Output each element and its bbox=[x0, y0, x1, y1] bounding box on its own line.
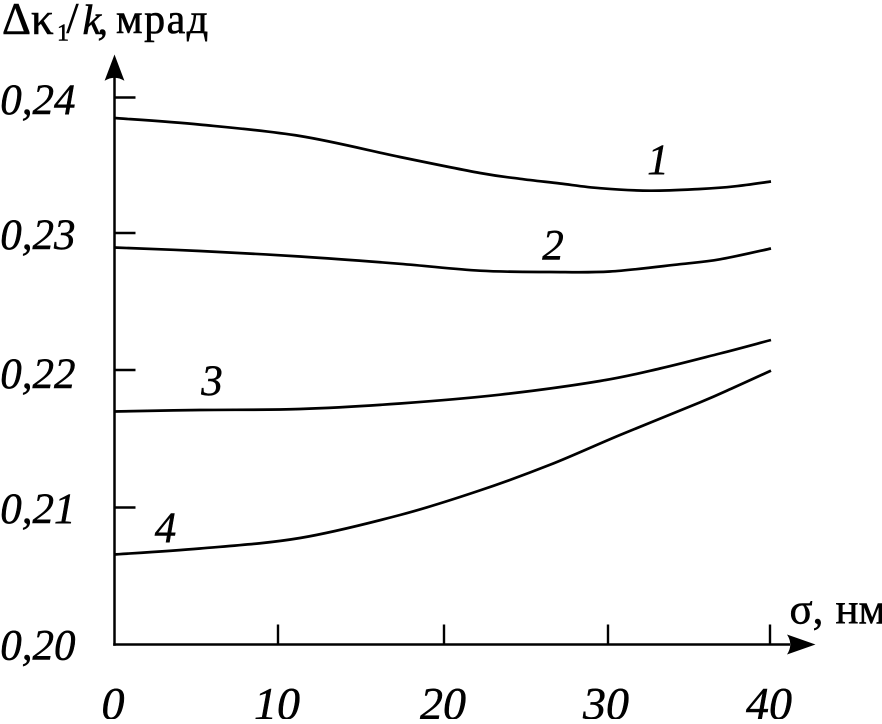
svg-text:0,20: 0,20 bbox=[0, 622, 75, 669]
svg-text:30: 30 bbox=[582, 678, 629, 719]
svg-text:2: 2 bbox=[542, 223, 564, 270]
svg-text:4: 4 bbox=[155, 505, 177, 552]
svg-text:0,24: 0,24 bbox=[0, 77, 75, 124]
svg-text:0,21: 0,21 bbox=[0, 486, 75, 533]
svg-text:3: 3 bbox=[200, 358, 223, 405]
svg-text:10: 10 bbox=[254, 678, 300, 719]
svg-text:0,22: 0,22 bbox=[0, 351, 75, 398]
svg-text:40: 40 bbox=[746, 678, 792, 719]
svg-text:Δκ1/k,мрад: Δκ1/k,мрад bbox=[2, 0, 210, 47]
svg-text:0: 0 bbox=[102, 678, 125, 719]
svg-text:σ,нм: σ,нм bbox=[790, 587, 882, 634]
svg-text:20: 20 bbox=[420, 678, 466, 719]
svg-text:0,23: 0,23 bbox=[0, 212, 75, 259]
svg-text:1: 1 bbox=[647, 137, 669, 184]
